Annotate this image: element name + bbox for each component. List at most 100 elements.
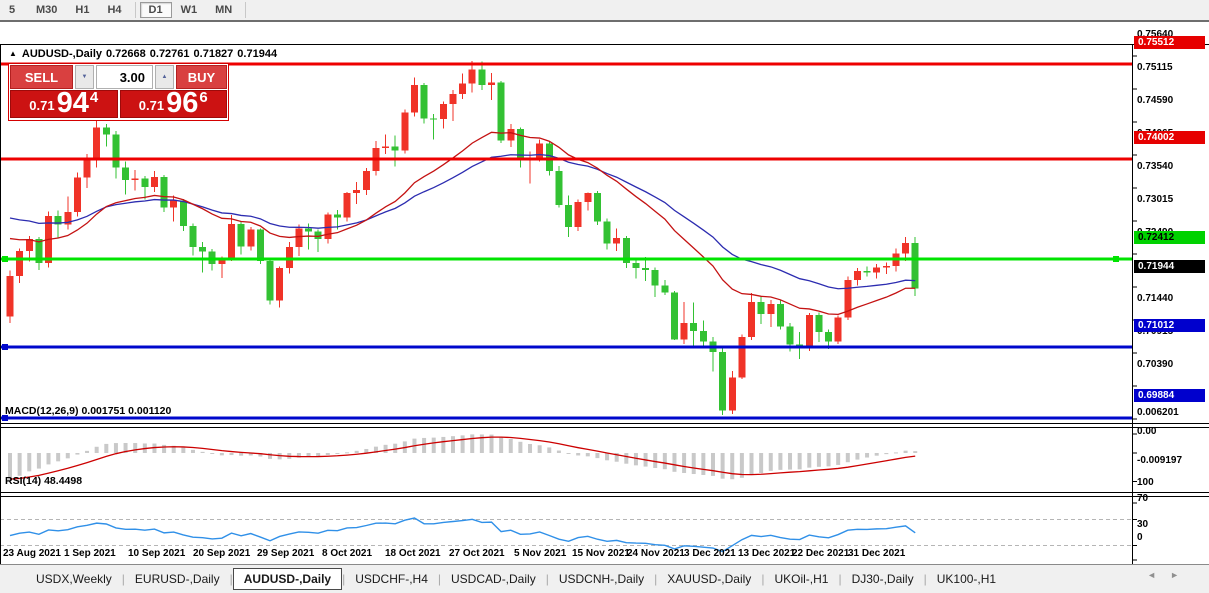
sell-button[interactable]: SELL: [10, 65, 73, 89]
price-axis-label: 0.70915: [1137, 326, 1174, 338]
moving-averages: [9, 131, 916, 316]
price-axis-label: 0.75640: [1137, 29, 1174, 41]
level-handle: [2, 344, 8, 351]
time-axis-label: 18 Oct 2021: [385, 548, 441, 559]
one-click-trading-panel: SELL ▼ 3.00 ▲ BUY 0.71 94 4 0.71 96 6: [8, 63, 229, 121]
tab-separator: |: [342, 572, 346, 586]
rsi-axis-label: 70: [1137, 492, 1149, 504]
rsi-label: RSI(14) 48.4498: [5, 475, 83, 487]
ohlc-high: 0.72761: [149, 48, 190, 60]
tab-separator: |: [838, 572, 842, 586]
macd-signal-line: [9, 436, 916, 480]
timeframe-button-w1[interactable]: W1: [180, 4, 198, 16]
current-price-badge: 0.71944: [1134, 259, 1205, 273]
collapse-trade-panel-icon[interactable]: ▲: [9, 49, 17, 58]
level-price-badge: 0.74002: [1134, 130, 1205, 144]
time-axis-label: 3 Dec 2021: [684, 548, 736, 559]
timeframe-button-h1[interactable]: H1: [75, 4, 90, 16]
buy-price-prefix: 0.71: [138, 98, 165, 113]
buy-price-sup: 6: [199, 89, 208, 106]
macd-label: MACD(12,26,9) 0.001751 0.001120: [5, 405, 172, 417]
tab-separator: |: [545, 572, 549, 586]
level-price-badge: 0.69884: [1134, 389, 1205, 403]
time-axis-label: 23 Aug 2021: [3, 548, 61, 559]
timeframe-button-d1[interactable]: D1: [139, 2, 172, 18]
tab-separator: |: [437, 572, 442, 586]
tab-uk100-h1[interactable]: UK100-,H1: [936, 572, 997, 586]
time-axis-label: 1 Sep 2021: [64, 548, 116, 559]
rsi-axis-label: 30: [1137, 518, 1149, 530]
level-handle: [1113, 256, 1119, 262]
price-axis-label: 0.70390: [1137, 359, 1174, 371]
tabs-scroll-right-icon[interactable]: ►: [1170, 570, 1193, 580]
tab-separator: |: [121, 572, 125, 586]
sell-price-sup: 4: [89, 89, 99, 106]
timeframe-button-m30[interactable]: M30: [36, 4, 58, 16]
tab-usdchf-h4[interactable]: USDCHF-,H4: [355, 572, 428, 586]
timeframe-toolbar: 5 M30 H1 H4 D1 W1 MN: [0, 0, 1209, 22]
ohlc-open: 0.72668: [106, 48, 146, 60]
rsi-axis-label: 0: [1137, 531, 1143, 543]
ohlc-close: 0.71944: [237, 48, 278, 60]
level-price-badge: 0.75512: [1134, 35, 1205, 49]
chart-window: ▲ AUDUSD-,Daily 0.72668 0.72761 0.71827 0.719…: [0, 22, 1209, 585]
level-handle: [2, 414, 8, 421]
price-axis-label: 0.73540: [1137, 161, 1174, 173]
tabs-scroll-left-icon[interactable]: ◄: [1147, 570, 1171, 580]
panel-frames: [0, 44, 1209, 585]
rsi-axis-label: 100: [1137, 476, 1154, 488]
time-axis-label: 10 Sep 2021: [128, 548, 186, 559]
time-axis-label: 15 Nov 2021: [572, 548, 630, 559]
level-handle: [2, 256, 8, 262]
ma-slow-line: [9, 153, 916, 290]
time-axis-label: 27 Oct 2021: [449, 548, 505, 559]
time-axis-label: 5 Nov 2021: [514, 548, 567, 559]
buy-price-big: 96: [166, 87, 199, 119]
price-axis-label: 0.74590: [1137, 95, 1174, 107]
tab-usdcnh-daily[interactable]: USDCNH-,Daily: [558, 572, 645, 586]
tab-separator: |: [654, 572, 658, 586]
tab-usdx-weekly[interactable]: USDX,Weekly: [36, 572, 112, 586]
buy-button[interactable]: BUY: [176, 65, 227, 89]
tab-dj30-daily[interactable]: DJ30-,Daily: [851, 572, 914, 586]
time-axis-label: 24 Nov 2021: [627, 548, 685, 559]
tab-separator: |: [761, 572, 765, 586]
tab-scroll-arrows: ◄►: [1147, 570, 1193, 580]
price-axis-label: 0.73015: [1137, 194, 1174, 206]
horizontal-levels: [0, 62, 1132, 421]
time-axis-label: 13 Dec 2021: [738, 548, 796, 559]
volume-increase-button[interactable]: ▲: [155, 65, 174, 89]
price-axis-label: 0.71440: [1137, 293, 1174, 305]
tab-separator: |: [229, 572, 233, 586]
time-axis-label: 29 Sep 2021: [257, 548, 315, 559]
level-price-badge: 0.71012: [1134, 318, 1205, 332]
timeframe-button-mn[interactable]: MN: [215, 4, 233, 16]
sell-price-big: 94: [56, 87, 89, 119]
ma-fast-line: [9, 131, 916, 316]
timeframe-button-5[interactable]: 5: [9, 4, 16, 16]
macd-histogram: [8, 434, 918, 481]
chart-title: ▲ AUDUSD-,Daily 0.72668 0.72761 0.71827 0.719…: [9, 48, 281, 60]
volume-input[interactable]: 3.00: [96, 65, 153, 89]
rsi-line: [9, 517, 916, 553]
timeframe-button-h4[interactable]: H4: [107, 4, 122, 16]
level-price-badge: 0.72412: [1134, 230, 1205, 244]
macd-axis-label: 0.006201: [1137, 406, 1179, 418]
tab-separator: |: [923, 572, 927, 586]
buy-price[interactable]: 0.71 96 6: [119, 87, 227, 119]
macd-axis-label: -0.009197: [1137, 454, 1183, 466]
tab-audusd-daily[interactable]: AUDUSD-,Daily: [232, 568, 343, 590]
chart-symbol-period: AUDUSD-,Daily: [21, 48, 102, 60]
tab-usdcad-daily[interactable]: USDCAD-,Daily: [451, 572, 536, 586]
volume-decrease-button[interactable]: ▼: [75, 65, 94, 89]
tab-ukoil-h1[interactable]: UKOil-,H1: [774, 572, 829, 586]
sell-price-prefix: 0.71: [29, 98, 55, 113]
price-chart: [0, 44, 1209, 585]
rsi-panel: [0, 517, 1132, 553]
sell-price[interactable]: 0.71 94 4: [10, 87, 118, 119]
tab-eurusd-daily[interactable]: EURUSD-,Daily: [134, 572, 220, 586]
time-axis-label: 20 Sep 2021: [193, 548, 251, 559]
toolbar-separator: [134, 2, 136, 18]
tab-xauusd-daily[interactable]: XAUUSD-,Daily: [667, 572, 752, 586]
